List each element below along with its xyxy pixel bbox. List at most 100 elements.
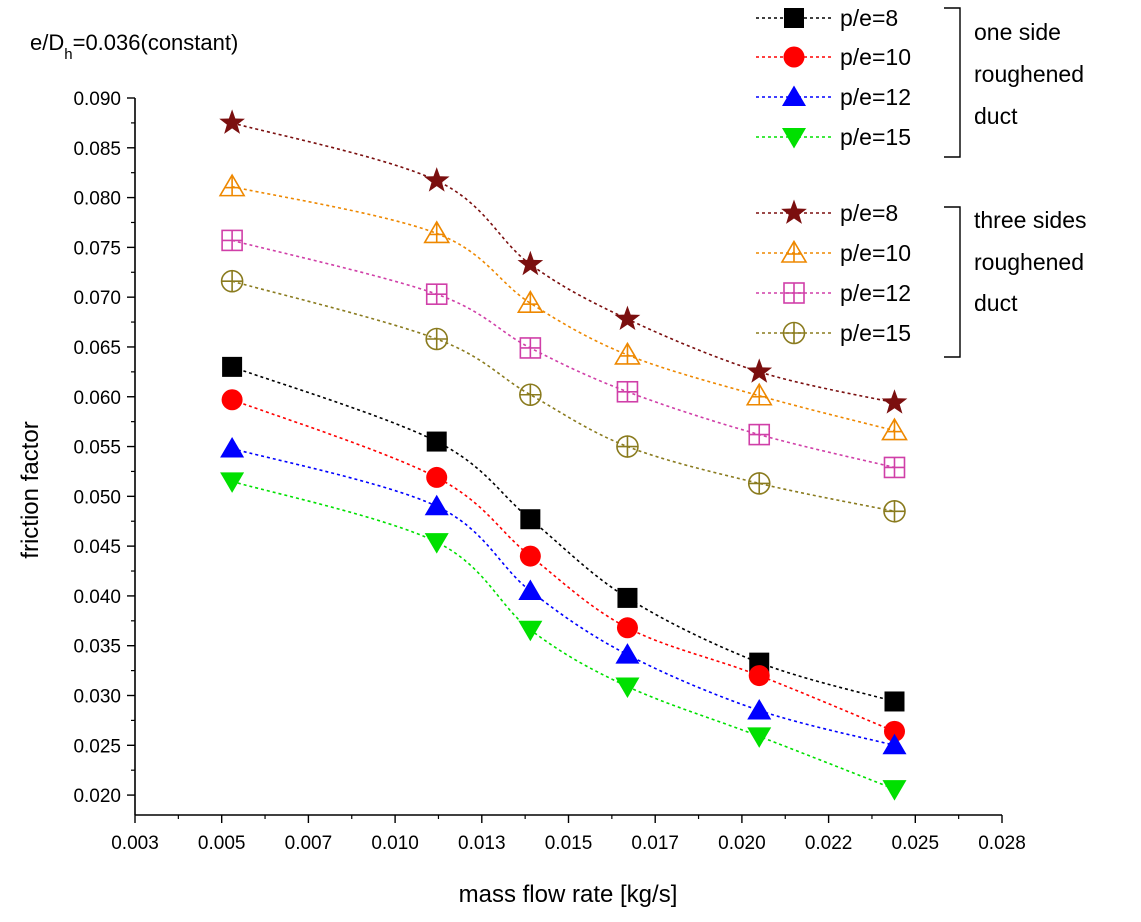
y-tick-label: 0.055 — [73, 438, 121, 459]
legend-group-bracket — [944, 206, 961, 358]
x-tick-label: 0.028 — [978, 833, 1026, 854]
legend-group-label-line: one side — [974, 19, 1061, 45]
data-point — [745, 382, 773, 406]
y-tick-label: 0.035 — [73, 637, 121, 658]
data-point — [518, 579, 543, 600]
data-point — [424, 533, 449, 554]
data-point — [517, 250, 544, 276]
legend-group-label-line: roughened — [974, 61, 1084, 87]
data-point — [882, 733, 907, 755]
legend-marker — [781, 199, 807, 224]
x-axis-title: mass flow rate [kg/s] — [459, 881, 678, 908]
series-line — [231, 239, 895, 469]
series-one-side-p-e-8 — [222, 356, 905, 712]
data-point — [614, 341, 641, 365]
data-point — [747, 472, 771, 495]
series-three-sides-p-e-15 — [220, 269, 906, 523]
data-point — [425, 327, 449, 351]
annotation-suffix: =0.036(constant) — [73, 30, 239, 55]
data-point — [883, 720, 905, 742]
legend-item: p/e=15 — [756, 124, 911, 150]
legend-group-bracket — [944, 7, 961, 158]
legend-item: p/e=8 — [756, 199, 898, 226]
data-point — [615, 677, 640, 699]
data-point — [221, 389, 243, 411]
axes: 0.003 0.005 0.007 0.010 0.013 0.015 0.017 0.020… — [73, 89, 1025, 854]
data-point — [220, 269, 244, 293]
y-tick-label: 0.060 — [73, 388, 121, 409]
y-tick-label: 0.075 — [73, 238, 121, 259]
data-point — [423, 167, 450, 192]
annotation-prefix: e/D — [30, 30, 64, 55]
legend-marker — [783, 282, 805, 304]
x-tick-label: 0.015 — [545, 833, 593, 854]
legend-label: p/e=12 — [840, 84, 911, 110]
legend-label: p/e=8 — [840, 200, 898, 226]
y-tick-label: 0.045 — [73, 537, 121, 558]
y-tick-label: 0.025 — [73, 736, 121, 757]
data-point — [219, 109, 245, 134]
legend-group-label-line: three sides — [974, 207, 1087, 233]
x-tick-label: 0.020 — [718, 833, 766, 854]
legend-label: p/e=15 — [840, 320, 911, 346]
legend-item: p/e=10 — [756, 239, 911, 266]
data-point — [519, 383, 542, 407]
legend-item: p/e=15 — [756, 320, 911, 346]
data-point — [882, 780, 907, 801]
legend-item: p/e=12 — [756, 280, 911, 306]
data-point — [883, 499, 906, 523]
plot-series — [218, 109, 908, 801]
data-point — [881, 417, 908, 441]
y-tick-label: 0.020 — [73, 786, 121, 807]
y-tick-label: 0.050 — [73, 487, 121, 508]
x-tick-label: 0.010 — [371, 833, 419, 854]
legend-label: p/e=8 — [840, 5, 898, 31]
series-line — [231, 447, 895, 747]
y-tick-label: 0.070 — [73, 288, 121, 309]
data-point — [748, 423, 771, 446]
x-tick-label: 0.007 — [285, 833, 333, 854]
legend-marker — [782, 321, 806, 345]
legend: p/e=8 p/e=10 p/e=12 p/e=15 p/e=8 p/e=10 p/e=12… — [756, 5, 1087, 358]
legend-label: p/e=10 — [840, 44, 911, 70]
series-line — [231, 280, 895, 513]
series-line — [231, 122, 895, 404]
legend-marker — [783, 46, 805, 68]
y-tick-label: 0.030 — [73, 687, 121, 708]
data-point — [615, 643, 640, 664]
x-tick-label: 0.025 — [892, 833, 940, 854]
data-point — [426, 431, 447, 452]
data-point — [748, 665, 770, 687]
data-point — [616, 617, 638, 639]
roughness-annotation: e/Dh=0.036(constant) — [30, 30, 238, 63]
data-point — [425, 283, 448, 305]
series-three-sides-p-e-12 — [221, 229, 906, 479]
legend-group-one-side: one side roughened duct — [944, 7, 1084, 158]
data-point — [426, 466, 448, 488]
series-one-side-p-e-12 — [220, 437, 907, 755]
data-point — [617, 587, 638, 608]
data-point — [616, 380, 639, 403]
series-line — [231, 185, 895, 432]
legend-label: p/e=12 — [840, 280, 911, 306]
legend-group-three-sides: three sides roughened duct — [944, 206, 1087, 358]
series-one-side-p-e-10 — [221, 389, 905, 742]
data-point — [881, 389, 908, 414]
data-point — [516, 290, 544, 313]
data-point — [424, 494, 449, 516]
data-point — [220, 437, 245, 458]
legend-item: p/e=8 — [756, 5, 898, 31]
legend-label: p/e=15 — [840, 124, 911, 150]
data-point — [518, 620, 543, 642]
y-tick-label: 0.090 — [73, 89, 121, 110]
data-point — [423, 220, 451, 244]
x-tick-label: 0.005 — [198, 833, 246, 854]
legend-label: p/e=10 — [840, 240, 911, 266]
legend-marker — [782, 128, 806, 149]
data-point — [220, 472, 245, 493]
data-point — [747, 698, 772, 720]
legend-item: p/e=12 — [756, 84, 911, 110]
legend-group-label-line: duct — [974, 290, 1018, 316]
legend-marker — [782, 85, 806, 106]
